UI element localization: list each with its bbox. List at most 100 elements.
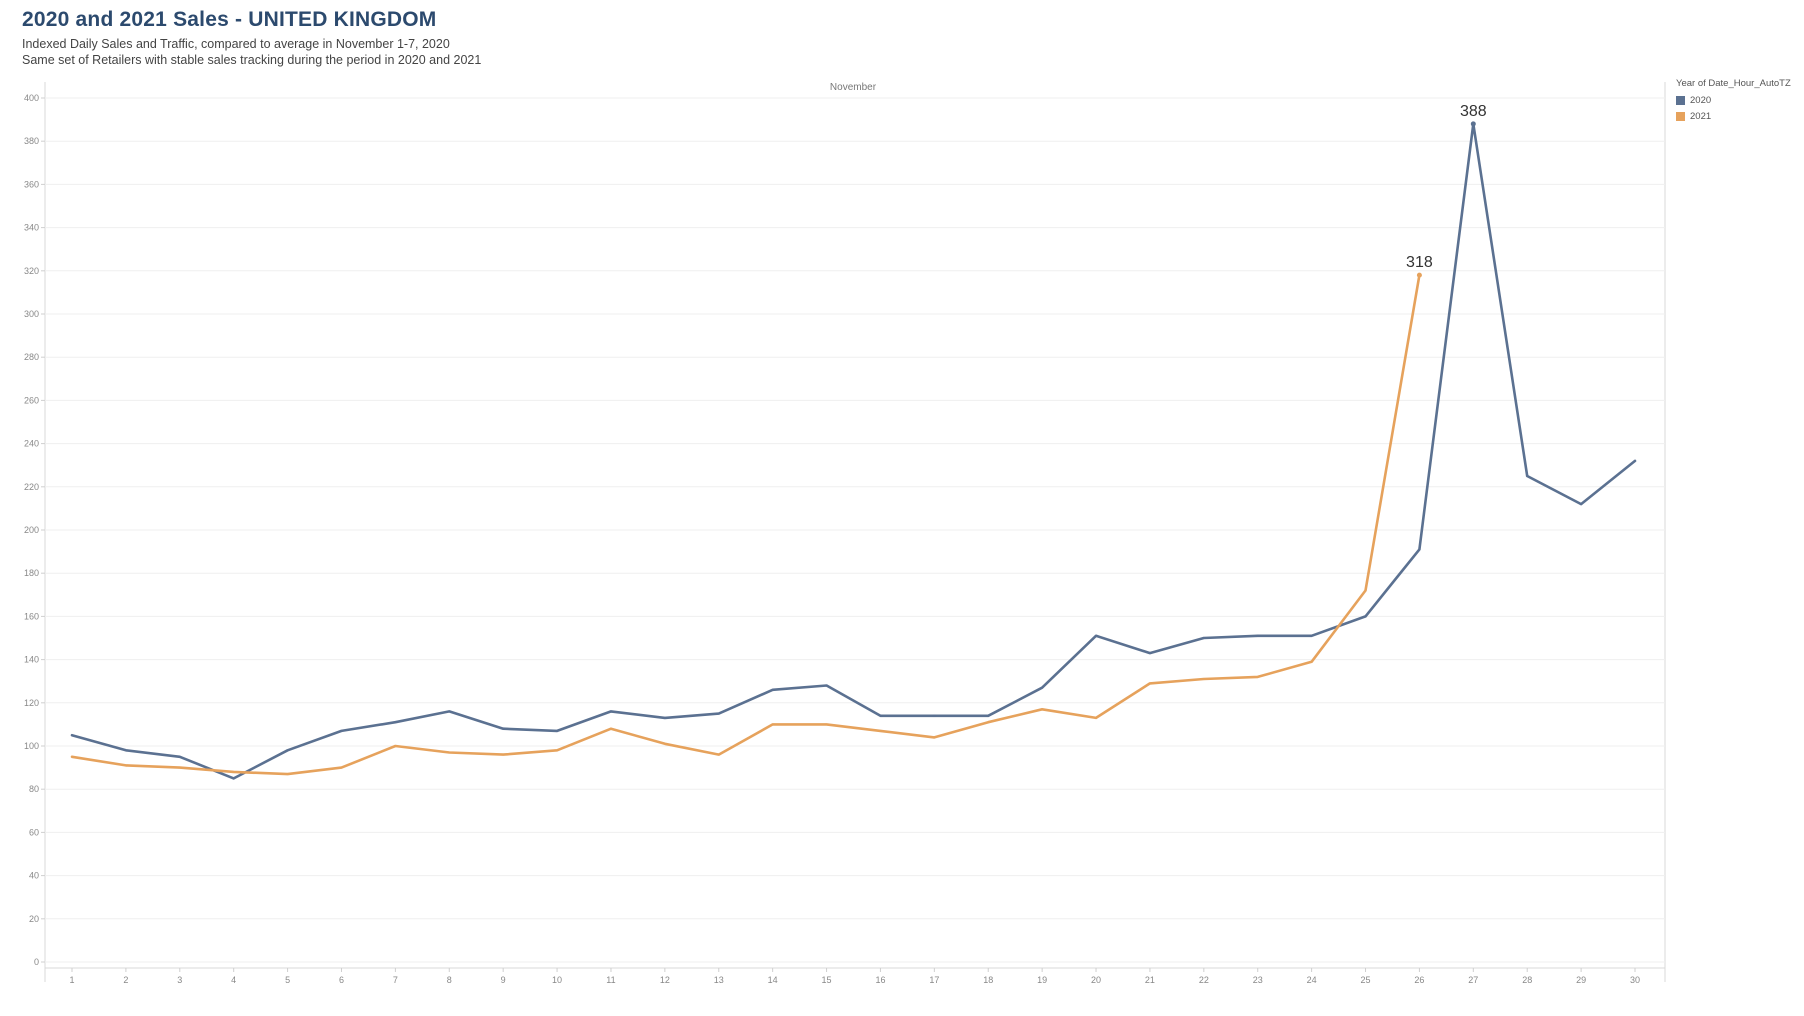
data-point-2021-16 [878, 729, 882, 733]
y-tick-label-340: 340 [24, 223, 39, 233]
x-tick-label-14: 14 [768, 975, 778, 985]
data-point-2021-9 [501, 753, 505, 757]
data-point-2021-23 [1256, 675, 1260, 679]
x-tick-label-9: 9 [501, 975, 506, 985]
y-tick-label-220: 220 [24, 482, 39, 492]
column-header: November [830, 82, 877, 93]
y-tick-label-260: 260 [24, 395, 39, 405]
data-point-2020-13 [717, 712, 721, 716]
x-tick-label-19: 19 [1037, 975, 1047, 985]
data-point-2021-6 [339, 766, 343, 770]
x-tick-label-21: 21 [1145, 975, 1155, 985]
data-point-2020-8 [447, 709, 451, 713]
x-tick-label-1: 1 [69, 975, 74, 985]
data-point-2020-16 [878, 714, 882, 718]
data-point-2020-1 [70, 733, 74, 737]
data-point-2021-10 [555, 748, 559, 752]
data-point-2020-14 [771, 688, 775, 692]
data-point-2020-3 [178, 755, 182, 759]
x-tick-label-12: 12 [660, 975, 670, 985]
data-point-2021-11 [609, 727, 613, 731]
y-tick-label-180: 180 [24, 568, 39, 578]
data-labels: 388 318 [1406, 103, 1487, 278]
data-point-2020-22 [1202, 636, 1206, 640]
data-point-2021-4 [232, 770, 236, 774]
y-tick-label-200: 200 [24, 525, 39, 535]
data-point-2020-19 [1040, 686, 1044, 690]
x-tick-label-2: 2 [123, 975, 128, 985]
data-point-2020-4 [232, 776, 236, 780]
legend-label-2020: 2020 [1690, 94, 1712, 106]
data-label-2020: 388 [1460, 103, 1487, 120]
x-tick-label-16: 16 [875, 975, 885, 985]
x-tick-label-30: 30 [1630, 975, 1640, 985]
data-point-2020-11 [609, 709, 613, 713]
data-point-2021-12 [663, 742, 667, 746]
gridlines [44, 82, 1666, 982]
data-point-2021-5 [286, 772, 290, 776]
x-tick-label-29: 29 [1576, 975, 1586, 985]
data-point-2020-25 [1364, 614, 1368, 618]
chart-subtitle-1: Indexed Daily Sales and Traffic, compare… [22, 37, 450, 51]
legend-title: Year of Date_Hour_AutoTZ [1676, 78, 1791, 89]
x-tick-label-28: 28 [1522, 975, 1532, 985]
data-point-2021-25 [1364, 588, 1368, 592]
data-point-2020-24 [1310, 634, 1314, 638]
x-tick-label-22: 22 [1199, 975, 1209, 985]
x-tick-label-26: 26 [1414, 975, 1424, 985]
y-tick-label-160: 160 [24, 611, 39, 621]
data-point-2020-2 [124, 748, 128, 752]
legend-item-2020[interactable]: 2020 [1676, 92, 1791, 108]
data-point-2021-2 [124, 763, 128, 767]
chart-title: 2020 and 2021 Sales - UNITED KINGDOM [22, 8, 437, 31]
chart-subtitle-2: Same set of Retailers with stable sales … [22, 53, 482, 67]
x-tick-label-10: 10 [552, 975, 562, 985]
series-line-2021 [70, 273, 1421, 776]
x-tick-label-8: 8 [447, 975, 452, 985]
data-point-2020-18 [986, 714, 990, 718]
y-tick-label-280: 280 [24, 352, 39, 362]
data-point-2021-21 [1148, 681, 1152, 685]
legend: Year of Date_Hour_AutoTZ 2020 2021 [1676, 78, 1791, 124]
x-tick-label-17: 17 [929, 975, 939, 985]
data-point-2020-29 [1579, 502, 1583, 506]
x-tick-label-27: 27 [1468, 975, 1478, 985]
y-tick-label-240: 240 [24, 439, 39, 449]
data-point-2021-19 [1040, 707, 1044, 711]
y-axis: 0 20 40 60 80 100 120 140 160 180 200 220 240 260 280 3… [24, 93, 45, 967]
y-tick-label-80: 80 [29, 784, 39, 794]
x-tick-label-20: 20 [1091, 975, 1101, 985]
data-point-2020-23 [1256, 634, 1260, 638]
x-axis: 1 2 3 4 5 6 7 8 9 10 11 12 13 14 15 16 17 18 19 20 21 22 23 24 2… [69, 968, 1640, 985]
y-tick-label-400: 400 [24, 93, 39, 103]
data-point-2021-24 [1310, 660, 1314, 664]
x-tick-label-7: 7 [393, 975, 398, 985]
x-tick-label-13: 13 [714, 975, 724, 985]
y-tick-label-380: 380 [24, 136, 39, 146]
data-point-2021-7 [393, 744, 397, 748]
x-tick-label-23: 23 [1253, 975, 1263, 985]
data-point-2021-17 [932, 735, 936, 739]
data-point-2020-15 [825, 684, 829, 688]
y-tick-label-120: 120 [24, 698, 39, 708]
data-point-2020-10 [555, 729, 559, 733]
x-tick-label-24: 24 [1307, 975, 1317, 985]
x-tick-label-6: 6 [339, 975, 344, 985]
x-tick-label-18: 18 [983, 975, 993, 985]
legend-item-2021[interactable]: 2021 [1676, 108, 1791, 124]
x-tick-label-4: 4 [231, 975, 236, 985]
data-label-marker-2020 [1470, 121, 1476, 127]
data-point-2021-8 [447, 750, 451, 754]
data-point-2020-5 [286, 748, 290, 752]
data-point-2020-7 [393, 720, 397, 724]
data-label-marker-2021 [1416, 272, 1422, 278]
y-tick-label-100: 100 [24, 741, 39, 751]
data-label-2021: 318 [1406, 254, 1433, 271]
y-tick-label-20: 20 [29, 914, 39, 924]
data-point-2021-20 [1094, 716, 1098, 720]
data-point-2020-6 [339, 729, 343, 733]
x-tick-label-25: 25 [1361, 975, 1371, 985]
x-tick-label-5: 5 [285, 975, 290, 985]
y-tick-label-0: 0 [34, 957, 39, 967]
